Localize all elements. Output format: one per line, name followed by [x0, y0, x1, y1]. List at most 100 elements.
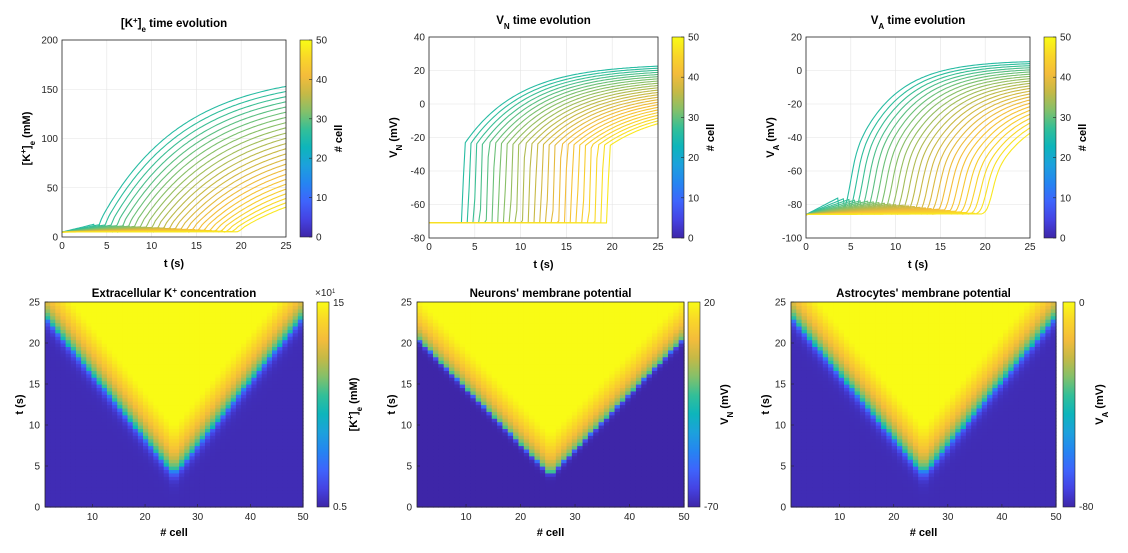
heatmap-cell	[529, 421, 536, 426]
heatmap-cell	[137, 397, 144, 402]
heatmap-cell	[491, 332, 498, 337]
heatmap-cell	[497, 339, 504, 344]
heatmap-cell	[497, 418, 504, 423]
heatmap-cell	[137, 346, 144, 351]
colorbar	[671, 36, 685, 239]
x-tick-label: 15	[935, 242, 947, 253]
heatmap-cell	[491, 452, 498, 457]
heatmap-cell	[417, 438, 423, 443]
heatmap-cell	[210, 356, 216, 361]
heatmap-cell	[422, 377, 429, 382]
heatmap-cell	[132, 380, 139, 385]
heatmap-cell	[545, 472, 552, 477]
heatmap-cell	[168, 308, 175, 313]
heatmap-cell	[122, 339, 129, 344]
heatmap-cell	[534, 479, 541, 484]
heatmap-cell	[417, 486, 423, 491]
heatmap-cell	[225, 459, 232, 464]
heatmap-cell	[545, 486, 552, 491]
heatmap-cell	[199, 360, 206, 365]
heatmap-cell	[518, 421, 525, 426]
heatmap-cell	[163, 479, 170, 484]
heatmap-cell	[266, 500, 273, 505]
heatmap-cell	[148, 384, 154, 389]
heatmap-cell	[55, 493, 62, 498]
heatmap-cell	[443, 438, 450, 443]
heatmap-cell	[539, 493, 546, 498]
heatmap-cell	[230, 445, 237, 450]
heatmap-cell	[486, 322, 493, 327]
heatmap-cell	[81, 442, 87, 447]
heatmap-cell	[282, 466, 289, 471]
heatmap-cell	[422, 500, 429, 505]
heatmap-cell	[502, 308, 509, 313]
heatmap-cell	[507, 496, 514, 501]
heatmap-cell	[65, 459, 72, 464]
heatmap-cell	[215, 377, 222, 382]
heatmap-cell	[174, 363, 180, 368]
heatmap-cell	[287, 319, 294, 324]
heatmap-cell	[282, 366, 289, 371]
heatmap-cell	[199, 448, 206, 453]
heatmap-cell	[566, 397, 573, 402]
heatmap-cell	[443, 486, 450, 491]
heatmap-cell	[518, 366, 525, 371]
y-tick-label: 0	[796, 66, 802, 77]
heatmap-cell	[148, 356, 154, 361]
heatmap-cell	[75, 411, 82, 416]
heatmap-cell	[539, 435, 546, 440]
heatmap-cell	[220, 459, 227, 464]
heatmap-cell	[475, 401, 482, 406]
heatmap-cell	[443, 452, 450, 457]
heatmap-cell	[210, 431, 216, 436]
heatmap-cell	[153, 377, 160, 382]
heatmap-cell	[65, 339, 72, 344]
heatmap-cell	[550, 373, 557, 378]
heatmap-cell	[246, 394, 252, 399]
heatmap-cell	[287, 360, 294, 365]
heatmap-cell	[246, 489, 252, 494]
heatmap-cell	[179, 384, 185, 389]
heatmap-cell	[502, 407, 509, 412]
chart-title: Extracellular K+ concentration	[92, 286, 256, 301]
heatmap-cell	[246, 431, 252, 436]
heatmap-cell	[475, 322, 482, 327]
heatmap-cell	[112, 407, 118, 412]
heatmap-cell	[194, 363, 201, 368]
heatmap-cell	[292, 407, 299, 412]
heatmap-cell	[204, 363, 211, 368]
heatmap-cell	[246, 418, 252, 423]
heatmap-cell	[486, 363, 493, 368]
heatmap-cell	[459, 483, 466, 488]
heatmap-cell	[148, 397, 154, 402]
heatmap-cell	[287, 380, 294, 385]
heatmap-cell	[246, 469, 252, 474]
heatmap-cell	[449, 500, 455, 505]
heatmap-cell	[438, 445, 445, 450]
heatmap-cell	[555, 387, 562, 392]
heatmap-cell	[529, 431, 536, 436]
heatmap-cell	[277, 360, 283, 365]
heatmap-cell	[241, 336, 247, 341]
heatmap-cell	[91, 431, 98, 436]
heatmap-cell	[210, 329, 216, 334]
heatmap-cell	[230, 353, 237, 358]
heatmap-cell	[184, 356, 191, 361]
heatmap-cell	[287, 452, 294, 457]
heatmap-cell	[550, 353, 557, 358]
heatmap-cell	[438, 312, 445, 317]
heatmap-cell	[143, 390, 149, 395]
heatmap-cell	[225, 503, 232, 508]
heatmap-cell	[127, 319, 134, 324]
heatmap-cell	[81, 483, 87, 488]
heatmap-cell	[256, 401, 263, 406]
heatmap-cell	[45, 380, 51, 385]
heatmap-cell	[117, 308, 123, 313]
heatmap-cell	[287, 302, 294, 307]
heatmap-cell	[507, 414, 514, 419]
heatmap-cell	[507, 360, 514, 365]
heatmap-cell	[174, 394, 180, 399]
heatmap-cell	[153, 425, 160, 430]
heatmap-cell	[137, 373, 144, 378]
heatmap-cell	[475, 380, 482, 385]
